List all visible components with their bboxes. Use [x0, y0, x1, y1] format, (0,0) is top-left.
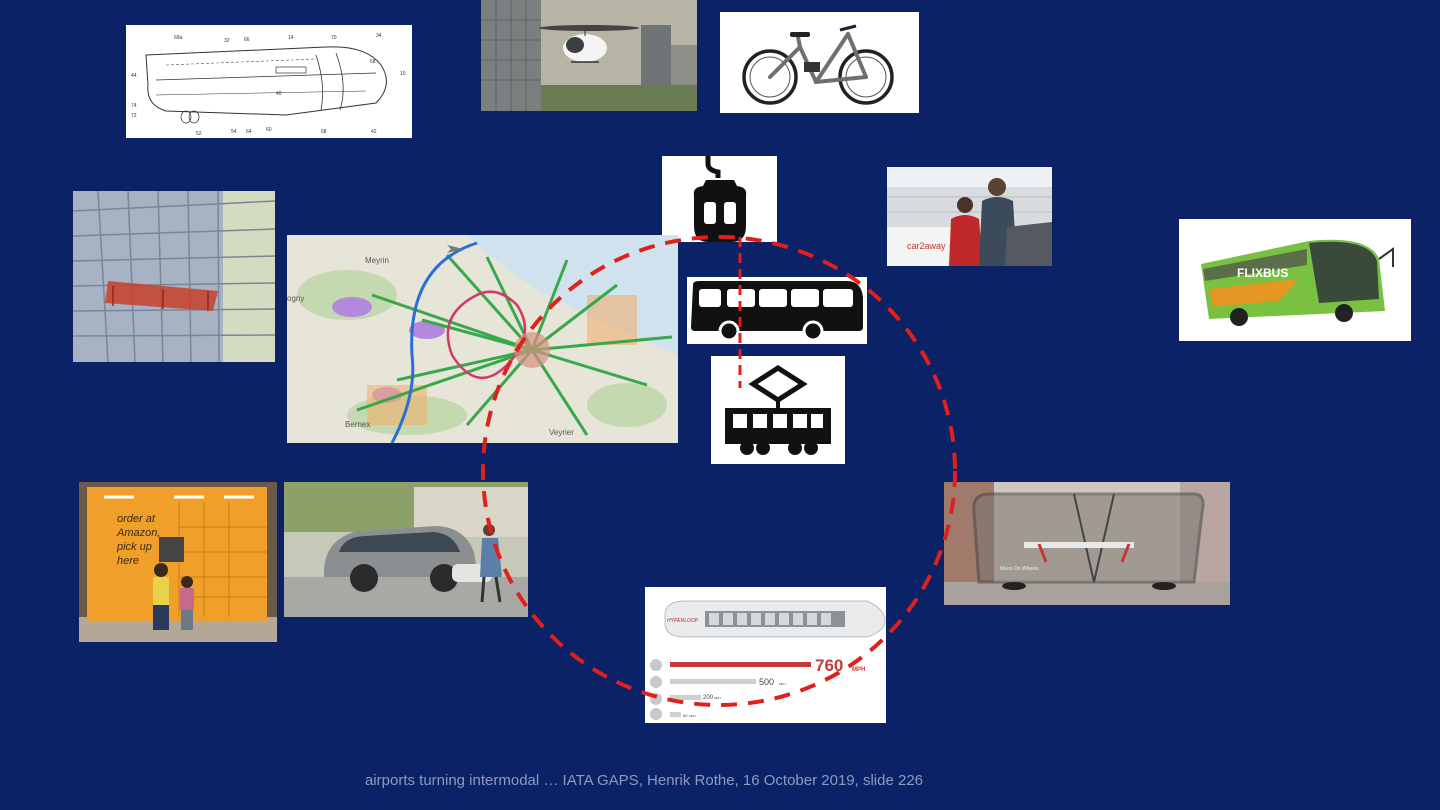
flixbus-image: FLIXBUS — [1179, 219, 1411, 341]
speed-value: 60 — [683, 713, 688, 718]
patent-label: 70 — [331, 35, 337, 41]
air-taxi-image — [481, 0, 697, 111]
map-place: Veyrier — [549, 428, 574, 437]
hyperloop-capsule-icon: HYPERLOOP 760 MPH 500 MPH 200 MPH 60 MPH — [650, 600, 886, 720]
patent-label: 66 — [244, 37, 250, 43]
air-taxi-icon — [481, 0, 697, 111]
parcel-locker-icon: order at Amazon, pick up here — [79, 482, 277, 642]
pod-image: Moon On Wheels — [944, 482, 1230, 605]
glass-pod-vehicle-icon: Moon On Wheels — [944, 482, 1230, 605]
aircraft-patent-image: 69a 32 66 14 70 34 68 10 44 74 72 40 52 … — [126, 25, 412, 138]
patent-label: 69a — [174, 35, 183, 41]
locker-text: here — [117, 555, 139, 567]
pod-caption: Moon On Wheels — [1000, 566, 1039, 572]
patent-label: 44 — [131, 73, 137, 79]
cable-car-symbol — [662, 156, 777, 242]
patent-label: 68 — [321, 129, 327, 135]
locker-text: pick up — [116, 541, 152, 553]
facade-lift-icon — [73, 191, 275, 362]
car-share-image: car2away — [887, 167, 1052, 266]
map-place: Meyrin — [365, 256, 389, 265]
speed-unit: MPH — [779, 682, 786, 686]
network-map-image: Meyrin Bernex Veyrier ogny — [287, 235, 678, 443]
autonomous-concept-car-icon — [284, 482, 528, 617]
speed-value: 200 — [703, 695, 714, 701]
aircraft-patent-icon: 69a 32 66 14 70 34 68 10 44 74 72 40 52 … — [131, 33, 406, 137]
tram-icon — [725, 365, 831, 455]
patent-label: 10 — [400, 71, 406, 77]
speed-value: 760 — [815, 656, 843, 675]
bus-icon — [691, 281, 863, 342]
gondola-icon — [693, 156, 747, 242]
speed-unit: MPH — [689, 714, 696, 718]
patent-label: 34 — [376, 33, 382, 39]
patent-label: 42 — [371, 129, 377, 135]
hyperloop-image: HYPERLOOP 760 MPH 500 MPH 200 MPH 60 MPH — [645, 587, 886, 723]
car-rental-icon: car2away — [887, 167, 1052, 266]
green-coach-bus-icon: FLIXBUS — [1201, 239, 1394, 326]
slide-footer: airports turning intermodal … IATA GAPS,… — [364, 772, 924, 789]
patent-label: 72 — [131, 113, 137, 119]
patent-label: 60 — [266, 127, 272, 133]
map-place: Bernex — [345, 420, 370, 429]
hyperloop-brand: HYPERLOOP — [667, 618, 699, 624]
tram-symbol — [711, 356, 845, 464]
speed-value: 500 — [759, 677, 774, 687]
speed-unit: MPH — [714, 696, 721, 700]
car-share-brand: car2away — [907, 241, 946, 251]
patent-label: 14 — [288, 35, 294, 41]
ebike-icon — [742, 24, 894, 105]
concept-car-image — [284, 482, 528, 617]
locker-text: Amazon, — [116, 527, 160, 539]
locker-image: order at Amazon, pick up here — [79, 482, 277, 642]
patent-label: 64 — [246, 129, 252, 135]
patent-label: 32 — [224, 38, 230, 44]
flixbus-brand: FLIXBUS — [1237, 266, 1288, 280]
patent-label: 68 — [370, 59, 376, 65]
patent-label: 40 — [276, 91, 282, 97]
patent-label: 74 — [131, 103, 137, 109]
patent-label: 52 — [196, 131, 202, 137]
speed-unit: MPH — [852, 667, 865, 673]
patent-label: 54 — [231, 129, 237, 135]
map-place: ogny — [287, 294, 304, 303]
locker-text: order at — [117, 513, 156, 525]
bus-symbol — [687, 277, 867, 344]
transport-network-map-icon: Meyrin Bernex Veyrier ogny — [287, 235, 678, 443]
ebike-image — [720, 12, 919, 113]
facade-image — [73, 191, 275, 362]
